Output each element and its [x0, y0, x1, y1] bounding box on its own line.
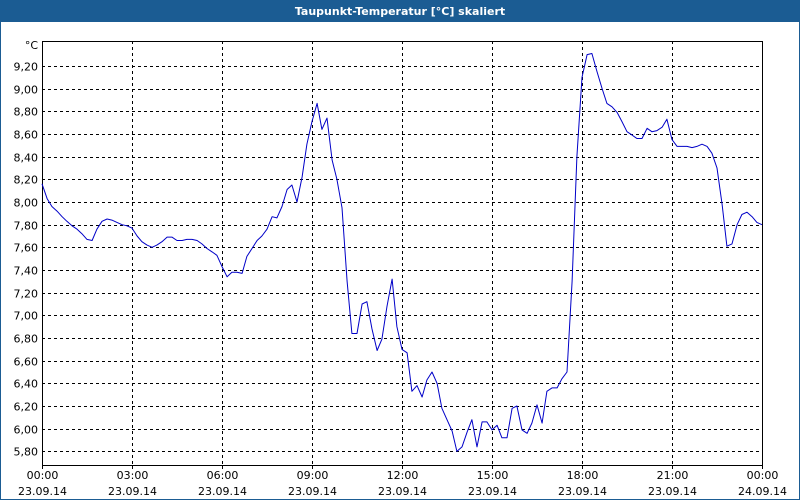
x-tick-time-label: 21:00 — [657, 469, 689, 482]
y-tick-label: 5,80 — [14, 446, 39, 459]
x-tick-date-label: 23.09.14 — [108, 485, 157, 498]
x-tick-date-label: 23.09.14 — [558, 485, 607, 498]
y-axis-unit-label: °C — [25, 39, 39, 52]
y-tick-label: 8,40 — [14, 152, 39, 165]
series-line — [41, 53, 763, 452]
y-tick-label: 7,20 — [14, 288, 39, 301]
y-tick-label: 6,40 — [14, 378, 39, 391]
y-tick-label: 8,20 — [14, 174, 39, 187]
x-tick-date-label: 24.09.14 — [738, 485, 787, 498]
x-tick-date-label: 23.09.14 — [18, 485, 67, 498]
y-tick-label: 7,00 — [14, 310, 39, 323]
plot-border — [42, 41, 763, 466]
y-tick-label: 7,60 — [14, 242, 39, 255]
y-tick-label: 7,40 — [14, 265, 39, 278]
y-tick-label: 7,80 — [14, 220, 39, 233]
y-tick-label: 6,20 — [14, 401, 39, 414]
y-tick-label: 8,80 — [14, 106, 39, 119]
y-tick-label: 9,00 — [14, 84, 39, 97]
y-tick-label: 6,80 — [14, 333, 39, 346]
chart-title: Taupunkt-Temperatur [°C] skaliert — [1, 1, 799, 22]
y-tick-label: 8,00 — [14, 197, 39, 210]
x-tick-time-label: 00:00 — [27, 469, 59, 482]
y-tick-label: 8,60 — [14, 129, 39, 142]
x-tick-date-label: 23.09.14 — [648, 485, 697, 498]
x-tick-date-label: 23.09.14 — [468, 485, 517, 498]
x-tick-time-label: 18:00 — [567, 469, 599, 482]
x-tick-time-label: 03:00 — [117, 469, 149, 482]
x-tick-time-label: 06:00 — [207, 469, 239, 482]
y-tick-label: 6,60 — [14, 356, 39, 369]
y-tick-label: 9,20 — [14, 61, 39, 74]
x-tick-time-label: 15:00 — [477, 469, 509, 482]
x-tick-date-label: 23.09.14 — [378, 485, 427, 498]
y-tick-label: 6,00 — [14, 424, 39, 437]
x-tick-date-label: 23.09.14 — [198, 485, 247, 498]
x-tick-time-label: 12:00 — [387, 469, 419, 482]
x-tick-time-label: 00:00 — [747, 469, 779, 482]
x-tick-date-label: 23.09.14 — [288, 485, 337, 498]
x-tick-time-label: 09:00 — [297, 469, 329, 482]
